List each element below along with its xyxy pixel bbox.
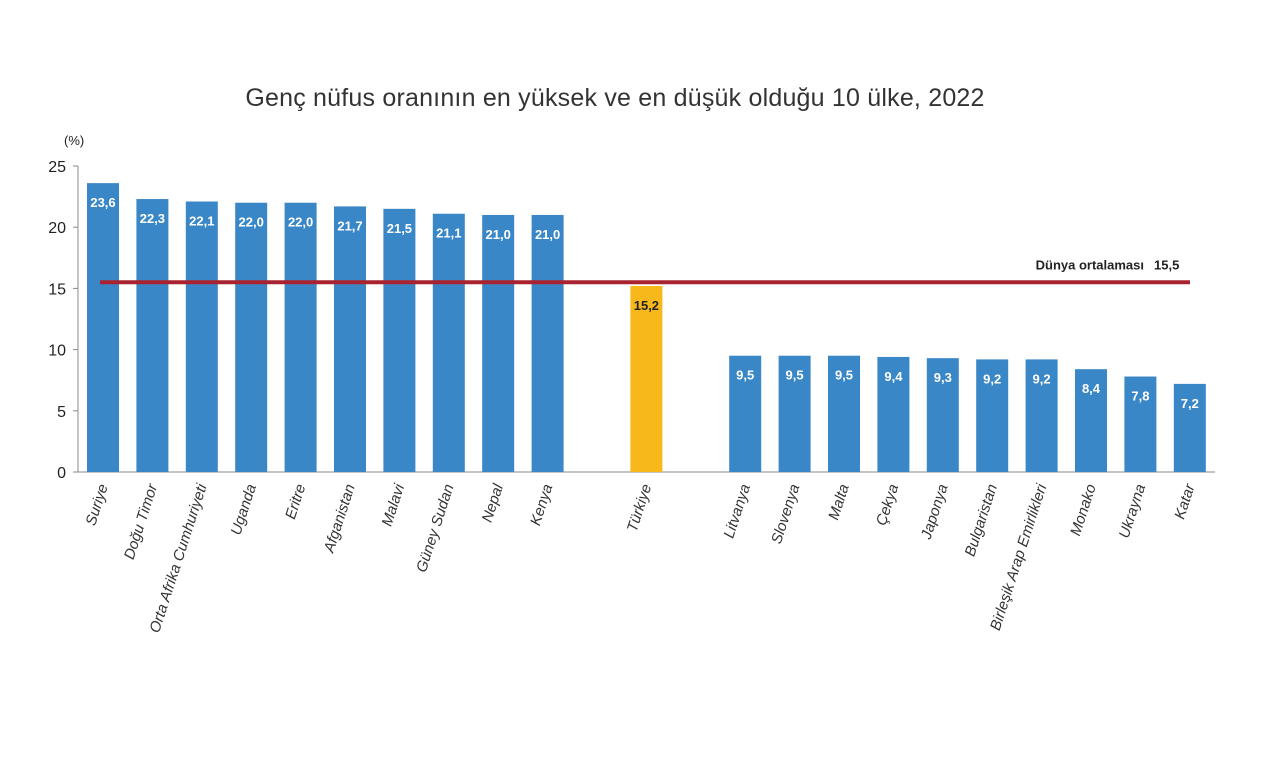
reference-line-value: 15,5 bbox=[1154, 257, 1179, 272]
bar-value-label: 15,2 bbox=[634, 298, 659, 313]
category-label: Ukrayna bbox=[1116, 482, 1149, 540]
category-label: Doğu Timor bbox=[121, 481, 162, 562]
bar bbox=[877, 356, 910, 472]
category-label: Uganda bbox=[228, 482, 260, 537]
bar-value-label: 22,1 bbox=[189, 213, 214, 228]
bar bbox=[136, 199, 169, 472]
bar-value-label: 21,7 bbox=[337, 218, 362, 233]
y-tick-label: 15 bbox=[48, 281, 66, 298]
bar bbox=[432, 213, 465, 472]
bars: 23,6 22,3 22,1 22,0 22,0 21,7 21,5 21,1 21,0 21,0… bbox=[87, 183, 1206, 473]
bar-value-label: 22,0 bbox=[288, 215, 313, 230]
y-axis-unit-label: (%) bbox=[64, 133, 84, 148]
bar bbox=[1075, 369, 1107, 472]
bar bbox=[926, 358, 959, 472]
bar-value-label: 21,0 bbox=[535, 227, 560, 242]
bar-value-label: 9,3 bbox=[934, 370, 952, 385]
bar bbox=[729, 355, 762, 472]
bar-value-label: 9,5 bbox=[786, 368, 804, 383]
bar-value-label: 7,8 bbox=[1131, 389, 1149, 404]
category-label: Eritre bbox=[282, 482, 309, 521]
category-label: Türkiye bbox=[624, 482, 655, 534]
category-label: Nepal bbox=[479, 481, 507, 524]
category-label: Litvanya bbox=[721, 482, 754, 540]
category-label: Malta bbox=[825, 482, 853, 522]
category-label: Güney Sudan bbox=[413, 482, 458, 575]
bar-value-label: 21,0 bbox=[486, 227, 511, 242]
bar-value-label: 9,2 bbox=[1033, 371, 1051, 386]
bar-value-label: 9,4 bbox=[884, 369, 903, 384]
bar-value-label: 7,2 bbox=[1181, 396, 1199, 411]
bar bbox=[976, 359, 1009, 472]
category-label: Slovenya bbox=[768, 482, 803, 546]
category-label: Bulgaristan bbox=[962, 482, 1001, 559]
bar bbox=[383, 208, 416, 472]
bar bbox=[87, 183, 119, 473]
bar-value-label: 22,3 bbox=[140, 211, 165, 226]
bar bbox=[1025, 359, 1058, 472]
y-tick-label: 10 bbox=[48, 343, 66, 360]
bar bbox=[1124, 376, 1157, 472]
category-label: Orta Afrika Cumhuriyeti bbox=[146, 481, 210, 635]
bar bbox=[482, 214, 515, 472]
category-label: Japonya bbox=[918, 482, 952, 542]
bar-value-label: 22,0 bbox=[239, 215, 264, 230]
bar bbox=[531, 214, 564, 472]
category-label: Monako bbox=[1067, 482, 1100, 538]
y-tick-label: 20 bbox=[48, 220, 66, 237]
bar-value-label: 8,4 bbox=[1082, 381, 1101, 396]
bar-value-label: 21,1 bbox=[436, 226, 461, 241]
y-tick-label: 25 bbox=[48, 159, 66, 176]
bar-value-label: 9,2 bbox=[983, 371, 1001, 386]
bar bbox=[284, 202, 317, 472]
bar-value-label: 23,6 bbox=[90, 195, 115, 210]
bar bbox=[235, 202, 268, 472]
bar bbox=[828, 355, 860, 472]
category-label: Suriye bbox=[82, 482, 111, 528]
bar bbox=[630, 285, 663, 472]
bar bbox=[778, 355, 811, 472]
bar bbox=[1173, 383, 1206, 472]
category-label: Afganistan bbox=[320, 482, 358, 556]
reference-line-label: Dünya ortalaması bbox=[1036, 257, 1144, 272]
y-tick-label: 0 bbox=[57, 465, 66, 482]
bar-value-label: 21,5 bbox=[387, 221, 412, 236]
category-label: Malavi bbox=[379, 481, 409, 528]
y-tick-label: 5 bbox=[57, 404, 66, 421]
chart-title: Genç nüfus oranının en yüksek ve en düşü… bbox=[245, 84, 985, 112]
category-label: Çekya bbox=[873, 482, 902, 528]
category-label: Kenya bbox=[527, 482, 556, 528]
bar-value-label: 9,5 bbox=[736, 368, 754, 383]
bar-value-label: 9,5 bbox=[835, 368, 853, 383]
bar bbox=[185, 201, 218, 472]
reference-line-group: Dünya ortalaması 15,5 bbox=[100, 257, 1190, 285]
category-label: Katar bbox=[1171, 481, 1199, 521]
category-label: Birleşik Arap Emirlikleri bbox=[987, 481, 1051, 632]
bar bbox=[334, 206, 366, 472]
